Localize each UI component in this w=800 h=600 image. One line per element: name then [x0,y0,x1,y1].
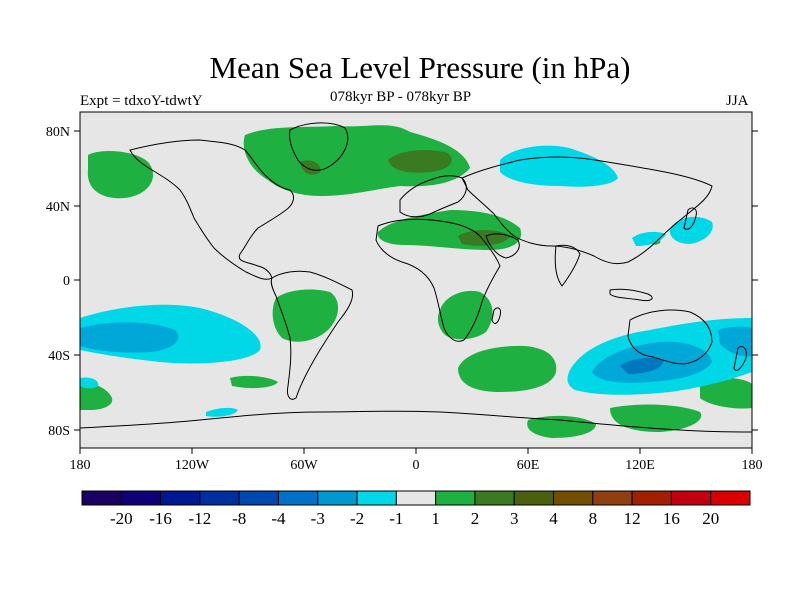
colorbar-swatch [395,490,437,506]
lon-label-0: 0 [413,458,420,473]
colorbar-label: 2 [471,509,480,528]
north-pacific-high [87,150,154,199]
arabia-coast [485,233,520,259]
antarctic-edge-low [80,377,99,389]
new-zealand-coast [733,345,747,371]
indonesia-coast [609,288,653,301]
colorbar-label: 20 [702,509,719,528]
antarctica-coast [80,410,752,433]
lon-label-180w: 180 [70,458,91,473]
india-coast [554,244,581,287]
south-america-coast [270,270,354,400]
colorbar-label: -3 [311,509,325,528]
positive-anomaly-regions [80,125,752,438]
colorbar-label: 3 [510,509,519,528]
colorbar-swatch [474,490,515,506]
map-title: Mean Sea Level Pressure (in hPa) [209,50,631,85]
colorbar-label: 4 [549,509,558,528]
colorbar-swatch [81,490,122,506]
colorbar-swatch [199,490,240,506]
colorbar-swatch [553,490,594,506]
colorbar-swatch [160,490,201,506]
colorbar-swatch [592,490,633,506]
experiment-label: Expt = tdxoY-tdwtY [80,93,203,109]
small-south-pacific-low [206,407,238,417]
colorbar-label: -16 [149,509,172,528]
negative-anomaly-stronger [620,358,664,374]
north-pacific-low [500,145,618,187]
coastlines [80,122,752,433]
colorbar-label: 8 [589,509,598,528]
colorbar-swatch [238,490,279,506]
colorbar-swatch [120,490,162,506]
north-america-coast [129,139,294,280]
colorbar-swatch [317,490,358,506]
colorbar-swatch [277,490,319,506]
lon-label-180e: 180 [742,458,763,473]
australia-coast [627,309,713,365]
lon-label-60w: 60W [290,458,318,473]
colorbar-label: -12 [189,509,212,528]
season-label: JJA [726,93,749,109]
japan-low [669,216,713,244]
colorbar-label: 12 [624,509,641,528]
europe-coast [399,175,467,218]
latitude-axis [74,130,758,431]
southern-ocean-high-a [610,404,702,432]
japan-coast [683,207,697,230]
lon-label-60e: 60E [517,458,540,473]
lat-label-40n: 40N [46,200,70,215]
south-america-high [272,289,339,342]
longitude-axis [79,448,753,454]
lat-label-40s: 40S [48,349,70,364]
asia-coast [461,156,713,265]
colorbar-label: 1 [431,509,440,528]
colorbar-swatch [356,490,397,506]
colorbar-swatch [710,490,751,506]
colorbar-label: 16 [663,509,680,528]
colorbar-swatch [631,490,672,506]
southern-africa-high [437,290,493,340]
colorbar-swatch [670,490,712,506]
colorbar-label: -2 [350,509,364,528]
lat-label-80n: 80N [46,125,70,140]
colorbar-label: -1 [389,509,403,528]
lon-label-120w: 120W [175,458,210,473]
africa-coast [375,218,501,342]
colorbar: -20 -16 -12 -8 -4 -3 -2 -1 1 2 3 4 8 12 16 20 [81,490,751,528]
colorbar-label: -20 [110,509,133,528]
pacific-south-high [700,377,752,409]
colorbar-label: -4 [271,509,286,528]
south-pacific-west-high [80,382,113,410]
china-low [632,231,666,246]
lat-label-80s: 80S [48,424,70,439]
period-label: 078kyr BP - 078kyr BP [330,89,472,105]
greenland-coast [289,122,349,171]
lat-label-0: 0 [63,274,70,289]
north-atlantic-high [243,125,470,196]
tasman-high [230,375,278,389]
madagascar-coast [491,307,501,324]
colorbar-swatch [435,490,476,506]
lon-label-120e: 120E [625,458,655,473]
colorbar-label: -8 [232,509,246,528]
south-indian-high [458,345,557,392]
colorbar-swatch [513,490,555,506]
